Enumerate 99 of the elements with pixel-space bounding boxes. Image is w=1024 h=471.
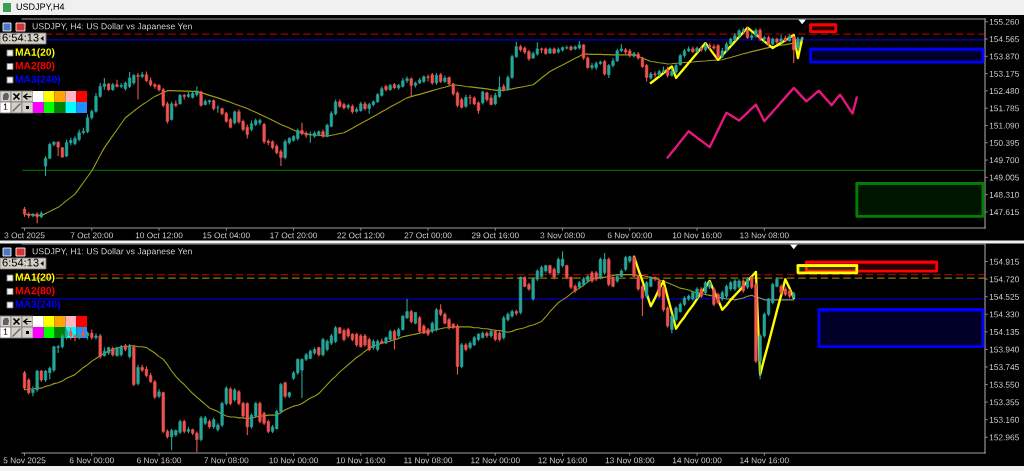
x-tick-label: 14 Nov 00:00	[672, 457, 722, 464]
candlestick	[279, 148, 283, 167]
annotation: MA3(240)	[15, 75, 61, 85]
annotation: MA1(20)	[15, 48, 55, 58]
candlestick	[502, 315, 506, 341]
candlestick	[56, 140, 60, 157]
y-tick-label: 152.480	[989, 88, 1019, 95]
y-tick-label: 154.565	[989, 36, 1019, 43]
y-tick-label: 153.550	[989, 381, 1019, 388]
annotation: 6:54:13	[2, 258, 39, 267]
y-tick-label: 152.965	[989, 434, 1019, 441]
text: 1	[3, 103, 8, 110]
x-tick-label: 29 Oct 16:00	[471, 232, 519, 239]
y-tick-label: 154.330	[989, 311, 1019, 318]
candlestick	[300, 357, 304, 399]
x-tick-label: 12 Nov 00:00	[471, 457, 520, 464]
candlestick	[409, 76, 413, 97]
y-tick-label: 153.160	[989, 416, 1019, 423]
candlestick	[228, 386, 233, 406]
candlestick	[52, 345, 56, 373]
y-tick-label: 153.870	[989, 53, 1019, 60]
candlestick	[405, 75, 409, 84]
text: 1	[3, 328, 8, 335]
y-tick-label: 151.785	[989, 105, 1019, 112]
candlestick	[136, 72, 140, 101]
candlestick	[321, 337, 325, 358]
y-tick-label: 153.355	[989, 399, 1019, 406]
y-tick-label: 151.090	[989, 122, 1019, 129]
line-series	[666, 86, 858, 159]
x-tick-label: 10 Nov 16:00	[336, 457, 386, 464]
candlestick	[245, 401, 249, 436]
candlestick	[153, 379, 157, 400]
y-tick-label: 154.525	[989, 293, 1019, 300]
y-tick-label: 149.700	[989, 157, 1019, 164]
line-series	[649, 26, 804, 85]
candlestick	[426, 74, 430, 83]
y-tick-label: 148.310	[989, 191, 1019, 198]
candlestick	[434, 307, 439, 332]
annotation: MA2(80)	[15, 286, 55, 297]
candlestick	[85, 113, 90, 134]
y-tick-label: 149.005	[989, 174, 1019, 181]
candlestick	[792, 35, 796, 64]
annotation: MA1(20)	[15, 273, 55, 283]
y-tick-label: 153.940	[989, 346, 1019, 353]
x-tick-label: 7 Oct 20:00	[70, 232, 113, 239]
y-tick-label: 155.260	[989, 18, 1019, 25]
y-tick-label: 153.745	[989, 364, 1019, 371]
candlestick	[170, 101, 174, 122]
annotation: MA2(80)	[15, 61, 55, 72]
x-tick-label: 14 Nov 16:00	[740, 457, 789, 464]
candlestick	[35, 369, 39, 393]
candlestick	[590, 62, 594, 71]
candlestick	[283, 138, 287, 160]
x-tick-label: 17 Oct 20:00	[270, 232, 318, 239]
candlestick	[73, 333, 77, 342]
annotation: MA3(240)	[15, 300, 61, 310]
y-tick-label: 154.720	[989, 276, 1019, 283]
x-tick-label: 5 Nov 2025	[3, 457, 46, 464]
chart-title: USDJPY,H4	[16, 3, 65, 11]
candlestick	[22, 370, 27, 391]
candlestick	[468, 94, 472, 106]
chart-subtitle: USDJPY, H4: US Dollar vs Japanese Yen	[32, 22, 192, 32]
x-tick-label: 12 Nov 16:00	[538, 457, 588, 464]
x-tick-label: 10 Nov 16:00	[672, 232, 722, 239]
x-tick-label: 10 Oct 12:00	[135, 232, 183, 239]
candlestick	[262, 122, 266, 145]
candlestick	[170, 428, 174, 451]
candlestick	[98, 333, 102, 359]
x-tick-label: 13 Nov 08:00	[740, 232, 789, 239]
candlestick	[712, 286, 716, 307]
candlestick	[195, 85, 199, 97]
x-tick-label: 27 Oct 00:00	[404, 232, 452, 239]
candlestick	[136, 364, 140, 386]
x-tick-label: 13 Nov 08:00	[605, 457, 655, 464]
x-tick-label: 3 Oct 2025	[4, 232, 45, 239]
y-tick-label: 153.175	[989, 70, 1019, 77]
x-tick-label: 3 Nov 08:00	[540, 232, 585, 239]
y-tick-label: 154.915	[989, 258, 1019, 265]
annotation: 6:54:13	[2, 33, 39, 42]
y-tick-label: 147.615	[989, 209, 1019, 216]
x-tick-label: 22 Oct 12:00	[337, 232, 385, 239]
candlestick	[392, 329, 396, 350]
candlestick	[300, 122, 304, 136]
x-tick-label: 15 Oct 04:00	[203, 232, 250, 239]
chart-title: USDJPY, H1: US Dollar vs Japanese Yen	[32, 247, 192, 257]
x-tick-label: 7 Nov 08:00	[204, 457, 249, 464]
y-tick-label: 154.135	[989, 329, 1019, 335]
x-tick-label: 6 Nov 16:00	[136, 457, 182, 464]
candlestick	[195, 430, 199, 453]
x-tick-label: 6 Nov 00:00	[607, 232, 652, 239]
candlestick	[35, 211, 39, 224]
y-tick-label: 150.395	[989, 139, 1019, 146]
candlestick	[258, 401, 262, 424]
candlestick	[199, 415, 203, 442]
candlestick	[653, 70, 657, 79]
x-tick-label: 11 Nov 08:00	[404, 457, 453, 464]
x-tick-label: 10 Nov 00:00	[269, 457, 318, 464]
candlestick	[460, 342, 464, 369]
x-tick-label: 6 Nov 00:00	[69, 457, 114, 464]
